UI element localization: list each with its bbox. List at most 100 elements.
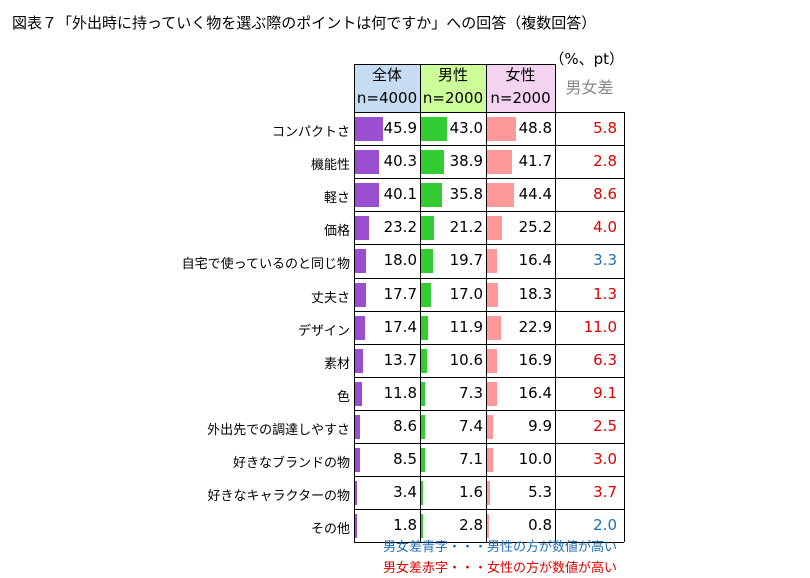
legend-note-blue: 男女差青字・・・男性の方が数値が高い (383, 540, 618, 555)
value-label-male: 2.8 (459, 516, 483, 535)
category-label: 外出先での調達しやすさ (207, 422, 350, 438)
diff-value: 6.3 (593, 350, 617, 369)
value-label-male: 10.6 (449, 350, 483, 369)
diff-value: 3.3 (593, 251, 617, 270)
value-label-all: 17.7 (383, 284, 417, 303)
value-label-male: 21.2 (449, 218, 483, 237)
grid-line (354, 244, 624, 246)
value-label-female: 41.7 (518, 152, 552, 171)
category-label: 自宅で使っているのと同じ物 (181, 257, 350, 273)
bar-all (355, 414, 361, 439)
grid-line (354, 277, 624, 279)
value-label-female: 10.0 (518, 450, 552, 468)
header-all-name: 全体 (371, 66, 402, 84)
bar-male (421, 183, 443, 208)
category-label: 価格 (323, 224, 350, 240)
value-label-male: 1.6 (459, 483, 483, 502)
bar-male (421, 514, 423, 539)
header-male-name: 男性 (437, 66, 468, 84)
grid-line (354, 310, 624, 312)
grid-line (420, 64, 421, 543)
bar-male (421, 414, 426, 439)
category-label: 好きなブランドの物 (232, 456, 350, 471)
value-label-all: 23.2 (383, 218, 417, 237)
value-label-all: 3.4 (393, 483, 417, 502)
value-label-male: 7.4 (459, 416, 483, 435)
bar-female (487, 183, 514, 208)
value-label-female: 18.3 (518, 284, 552, 303)
value-label-male: 43.0 (449, 119, 483, 137)
bar-female (487, 117, 517, 142)
bar-all (355, 183, 380, 208)
bar-all (355, 282, 366, 307)
header-male-n: n=2000 (422, 89, 484, 107)
bar-female (487, 414, 493, 439)
diff-value: 8.6 (593, 185, 617, 204)
value-label-all: 1.8 (393, 516, 417, 535)
value-label-male: 7.1 (459, 450, 483, 468)
bar-all (355, 381, 363, 406)
bar-male (421, 481, 423, 506)
bar-male (421, 150, 445, 175)
value-label-male: 38.9 (449, 152, 483, 171)
bar-all (355, 216, 369, 241)
value-label-female: 16.9 (518, 350, 552, 369)
value-label-all: 18.0 (383, 251, 417, 270)
value-label-female: 44.4 (518, 185, 552, 204)
bar-all (355, 481, 358, 506)
value-label-female: 48.8 (518, 119, 552, 137)
grid-line (555, 64, 556, 543)
value-label-male: 19.7 (449, 251, 483, 270)
chart-title: 図表７「外出時に持っていく物を選ぶ際のポイントは何ですか」への回答（複数回答） (12, 14, 597, 32)
value-label-all: 8.5 (393, 450, 417, 468)
header-female: 女性 n=2000 (486, 64, 555, 112)
value-label-female: 16.4 (518, 251, 552, 270)
category-label: 軽さ (323, 191, 350, 207)
bar-all (355, 150, 380, 175)
diff-value: 3.0 (593, 450, 617, 468)
grid-line (354, 145, 624, 147)
bar-male (421, 282, 432, 307)
value-label-female: 5.3 (528, 483, 552, 502)
grid-line (354, 64, 555, 65)
bar-all (355, 249, 366, 274)
bar-male (421, 315, 429, 340)
bar-female (487, 150, 513, 175)
diff-value: 9.1 (593, 383, 617, 402)
bar-male (421, 348, 428, 373)
bar-female (487, 448, 493, 473)
value-label-all: 40.3 (383, 152, 417, 171)
bar-female (487, 348, 498, 373)
bar-all (355, 117, 383, 142)
value-label-female: 9.9 (528, 416, 552, 435)
bar-female (487, 381, 497, 406)
diff-value: 3.7 (593, 483, 617, 502)
category-label: コンパクトさ (271, 125, 350, 140)
bar-all (355, 315, 366, 340)
value-label-all: 8.6 (393, 416, 417, 435)
category-label: その他 (310, 522, 350, 538)
bar-female (487, 249, 497, 274)
grid-line (486, 64, 487, 543)
grid-line (354, 211, 624, 213)
grid-line (354, 409, 624, 411)
category-label: デザイン (297, 323, 350, 339)
legend-note-red: 男女差赤字・・・女性の方が数値が高い (383, 561, 618, 576)
bar-male (421, 117, 447, 142)
bar-male (421, 381, 426, 406)
category-label: 好きなキャラクターの物 (207, 489, 350, 505)
bar-female (487, 315, 501, 340)
category-label: 色 (336, 389, 350, 405)
grid-line (354, 476, 624, 478)
value-label-male: 35.8 (449, 185, 483, 204)
value-label-all: 17.4 (383, 317, 417, 336)
bar-all (355, 514, 357, 539)
grid-line (624, 112, 625, 543)
grid-line (354, 343, 624, 345)
header-all: 全体 n=4000 (354, 64, 420, 112)
grid-line (354, 178, 624, 180)
header-all-n: n=4000 (356, 89, 418, 107)
value-label-female: 0.8 (528, 516, 552, 535)
bar-male (421, 216, 434, 241)
bar-male (421, 249, 433, 274)
